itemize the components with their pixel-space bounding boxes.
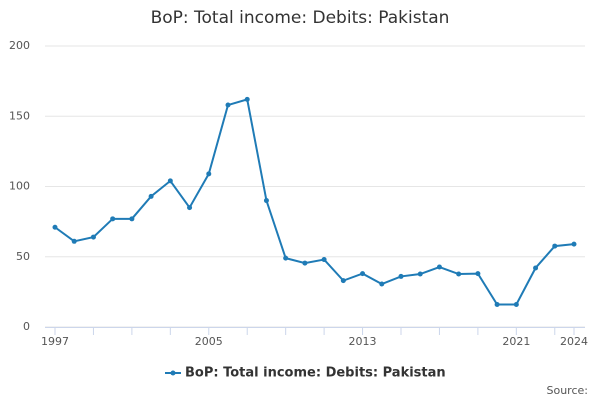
point [456,271,462,277]
y-tick-label: 200 [9,39,30,52]
point [302,260,308,266]
y-tick-label: 50 [16,250,30,263]
series-line [54,98,575,306]
point [340,278,346,284]
point [71,238,77,244]
legend-label: BoP: Total income: Debits: Pakistan [185,366,446,381]
point [206,171,212,177]
point [436,264,442,270]
x-tick-label: 2013 [349,335,377,348]
point [552,243,558,249]
point [494,302,500,308]
point [533,265,539,271]
point [52,224,58,230]
point [571,241,577,247]
point [129,216,135,222]
y-tick-label: 0 [23,320,30,333]
point [244,96,250,102]
point [167,178,173,184]
y-tick-label: 150 [9,109,30,122]
point [148,193,154,199]
y-tick-label: 100 [9,180,30,193]
point [90,234,96,240]
x-tick-label: 2024 [560,335,588,348]
x-tick-label: 1997 [41,335,69,348]
point [513,302,519,308]
point [360,271,366,277]
point [225,102,231,108]
x-tick-label: 2005 [195,335,223,348]
point [475,271,481,277]
legend-marker [170,370,176,376]
point [398,273,404,279]
point [110,216,116,222]
source: Source: [547,384,589,397]
x-tick-label: 2021 [502,335,530,348]
point [187,205,193,211]
point [283,255,289,261]
point [263,198,269,204]
point [321,257,327,263]
point [417,271,423,277]
point [379,281,385,287]
chart-title: BoP: Total income: Debits: Pakistan [151,8,450,28]
